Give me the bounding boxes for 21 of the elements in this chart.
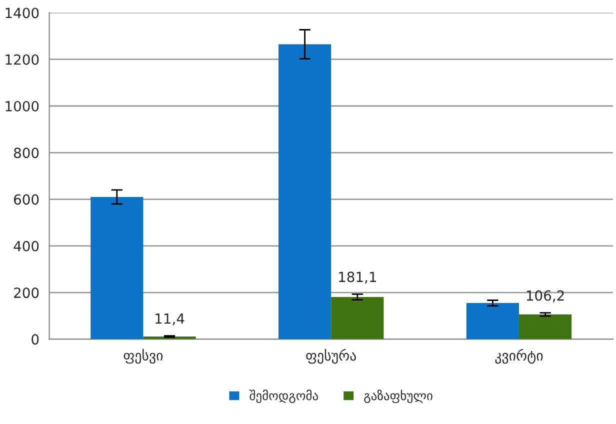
legend-label: შემოდგომა	[250, 390, 318, 404]
y-tick-label: 1200	[6, 54, 39, 65]
y-tick-label: 800	[14, 148, 39, 158]
y-tick-label: 0	[32, 334, 39, 345]
x-tick-label: კვირტი	[495, 348, 543, 364]
x-tick-label: ფესურა	[306, 348, 356, 364]
y-tick-label: 400	[14, 240, 39, 252]
data-label: 181,1	[339, 272, 376, 284]
legend-label: გაზაფხული	[364, 390, 432, 404]
bar	[466, 303, 519, 340]
data-label: 106,2	[526, 290, 564, 302]
y-tick-label: 1400	[6, 8, 39, 18]
data-label: 11,4	[156, 314, 184, 326]
y-tick-label: 1000	[6, 100, 39, 112]
x-tick-label: ფესვი	[124, 348, 163, 364]
bar	[331, 296, 384, 340]
bar	[518, 314, 572, 340]
bar	[90, 196, 144, 340]
y-tick-label: 200	[14, 288, 39, 298]
y-tick-label: 600	[14, 194, 39, 205]
bar	[278, 44, 332, 340]
